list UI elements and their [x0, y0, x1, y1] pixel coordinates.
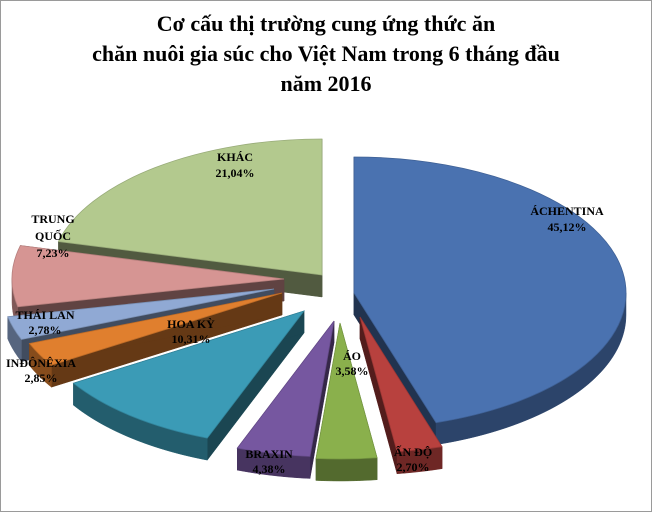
slice-percent-4: 10,31% [172, 332, 211, 346]
pie-slice-2 [315, 322, 378, 482]
slice-label-7-0: TRUNG [31, 212, 74, 226]
slice-percent-1: 2,70% [397, 460, 430, 474]
slice-label-6-0: THÁI LAN [15, 308, 74, 322]
pie-slice-3 [236, 320, 335, 479]
slice-percent-6: 2,78% [29, 323, 62, 337]
slice-label-7-1: QUỐC [35, 228, 71, 243]
chart-title: Cơ cấu thị trường cung ứng thức ăn chăn … [1, 9, 651, 99]
slice-percent-0: 45,12% [548, 220, 587, 234]
slice-label-2-0: ÁO [343, 349, 361, 363]
slice-percent-3: 4,38% [253, 462, 286, 476]
chart-title-line-2: chăn nuôi gia súc cho Việt Nam trong 6 t… [92, 41, 560, 66]
chart-title-line-1: Cơ cấu thị trường cung ứng thức ăn [156, 11, 496, 36]
pie-slice-5 [28, 292, 283, 388]
chart-title-line-3: năm 2016 [280, 71, 372, 96]
pie-slice-1 [359, 316, 443, 474]
slice-percent-5: 2,85% [25, 371, 58, 385]
slice-label-8-0: KHÁC [217, 150, 253, 164]
slice-label-3-0: BRAXIN [245, 447, 293, 461]
slice-label-0-0: ÁCHENTINA [530, 204, 604, 218]
slice-percent-7: 7,23% [37, 246, 70, 260]
slice-label-4-0: HOA KỲ [167, 317, 215, 331]
slice-label-1-0: ẤN ĐỘ [394, 444, 432, 459]
slice-percent-8: 21,04% [216, 166, 255, 180]
pie-slice-4 [72, 310, 306, 461]
slice-percent-2: 3,58% [336, 364, 369, 378]
slice-label-5-0: INĐÔNÊXIA [6, 356, 76, 370]
